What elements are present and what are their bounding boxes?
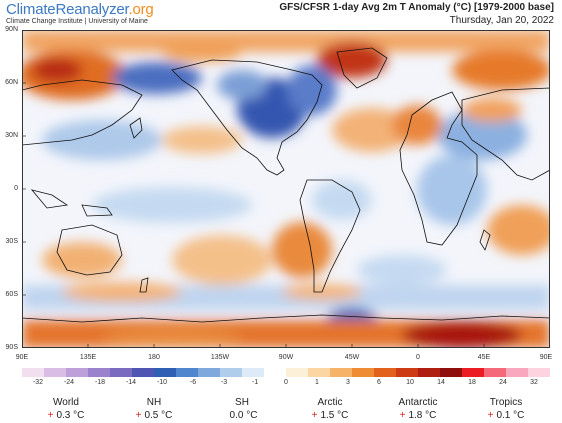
colorbar-tick-label: 6 bbox=[377, 379, 381, 386]
colorbar-swatch bbox=[396, 368, 418, 377]
colorbar-swatch bbox=[220, 368, 242, 377]
stat-nh: NH +0.5 °C bbox=[110, 397, 198, 423]
stat-world: World +0.3 °C bbox=[22, 397, 110, 423]
lon-label: 135E bbox=[79, 354, 97, 361]
header: ClimateReanalyzer.org Climate Change Ins… bbox=[0, 0, 562, 30]
colorbar-tick-label: 24 bbox=[499, 379, 507, 386]
colorbar-swatch bbox=[418, 368, 440, 377]
colorbar-swatch bbox=[308, 368, 330, 377]
colorbar-tick-label: -32 bbox=[32, 379, 44, 386]
anomaly-field bbox=[22, 30, 550, 348]
stat-sign: + bbox=[135, 410, 142, 421]
map-title: GFS/CFSR 1-day Avg 2m T Anomaly (°C) [19… bbox=[279, 2, 554, 13]
stat-value: 0.1 °C bbox=[496, 410, 525, 421]
lat-label: 0 bbox=[14, 185, 18, 192]
lon-label: 135W bbox=[210, 354, 230, 361]
site-logo[interactable]: ClimateReanalyzer.org bbox=[6, 1, 154, 18]
temperature-anomaly-map[interactable] bbox=[22, 30, 550, 348]
stat-name: World bbox=[53, 397, 79, 408]
lat-label: 60N bbox=[5, 79, 18, 86]
colorbar-swatch bbox=[110, 368, 132, 377]
stat-name: Tropics bbox=[489, 397, 523, 408]
stat-value: 0.5 °C bbox=[144, 410, 173, 421]
colorbar-swatch bbox=[198, 368, 220, 377]
colorbar-swatch bbox=[132, 368, 154, 377]
lon-label: 90W bbox=[278, 354, 294, 361]
colorbar-swatch bbox=[440, 368, 462, 377]
lon-label: 45E bbox=[477, 354, 491, 361]
stat-sign: + bbox=[487, 410, 494, 421]
stat-value: 1.5 °C bbox=[320, 410, 349, 421]
lat-label: 30S bbox=[5, 238, 18, 245]
colorbar-tick-label: 0 bbox=[284, 379, 288, 386]
colorbar-swatch bbox=[176, 368, 198, 377]
colorbar-swatch bbox=[484, 368, 506, 377]
coastlines bbox=[22, 47, 550, 323]
colorbar-swatch bbox=[374, 368, 396, 377]
colorbar-swatch bbox=[264, 368, 286, 377]
colorbar-tick-label: 14 bbox=[437, 379, 445, 386]
colorbar-tick-label: 32 bbox=[530, 379, 538, 386]
regional-stats: World +0.3 °C NH +0.5 °C SH 0.0 °C Arcti… bbox=[22, 397, 550, 423]
logo-subtitle: Climate Change Institute | University of… bbox=[6, 18, 148, 25]
lat-label: 90N bbox=[5, 26, 18, 33]
lon-label: 45W bbox=[344, 354, 360, 361]
colorbar-tick-label: -1 bbox=[251, 379, 259, 386]
colorbar-swatch bbox=[352, 368, 374, 377]
stat-sh: SH 0.0 °C bbox=[198, 397, 286, 423]
lon-label: 0 bbox=[416, 354, 420, 361]
stat-sign: + bbox=[311, 410, 318, 421]
colorbar-tick-label: -18 bbox=[94, 379, 106, 386]
stat-name: Antarctic bbox=[398, 397, 438, 408]
stat-value: 1.8 °C bbox=[408, 410, 437, 421]
colorbar-tick-label: -24 bbox=[63, 379, 75, 386]
colorbar-labels: -32 -24 -18 -14 -10 -6 -3 -1 0 1 3 6 10 14 18 24 32 bbox=[22, 379, 550, 389]
colorbar-tick-label: 10 bbox=[406, 379, 414, 386]
lon-label: 90E bbox=[15, 354, 29, 361]
stat-antarctic: Antarctic +1.8 °C bbox=[374, 397, 462, 423]
stat-arctic: Arctic +1.5 °C bbox=[286, 397, 374, 423]
map-date: Thursday, Jan 20, 2022 bbox=[449, 15, 554, 26]
colorbar-swatch bbox=[22, 368, 44, 377]
colorbar-swatch bbox=[242, 368, 264, 377]
colorbar-tick-label: 3 bbox=[346, 379, 350, 386]
colorbar-swatch bbox=[44, 368, 66, 377]
stat-name: SH bbox=[235, 397, 249, 408]
stat-sign: + bbox=[399, 410, 406, 421]
lon-label: 90E bbox=[539, 354, 553, 361]
map-frame bbox=[22, 30, 550, 348]
stat-name: NH bbox=[146, 397, 162, 408]
lat-label: 60S bbox=[5, 291, 18, 298]
colorbar-swatch bbox=[528, 368, 550, 377]
stat-name: Arctic bbox=[317, 397, 343, 408]
stat-tropics: Tropics +0.1 °C bbox=[462, 397, 550, 423]
colorbar-swatch bbox=[88, 368, 110, 377]
colorbar-swatch bbox=[154, 368, 176, 377]
stat-sign: + bbox=[47, 410, 54, 421]
colorbar-tick-label: -10 bbox=[156, 379, 168, 386]
colorbar-swatch bbox=[286, 368, 308, 377]
colorbar-tick-label: -14 bbox=[125, 379, 137, 386]
lon-label: 180 bbox=[148, 354, 160, 361]
lat-label: 30N bbox=[5, 132, 18, 139]
colorbar-swatch bbox=[330, 368, 352, 377]
stat-value: 0.0 °C bbox=[229, 410, 258, 421]
colorbar-tick-label: 18 bbox=[468, 379, 476, 386]
colorbar-swatch bbox=[66, 368, 88, 377]
stat-value: 0.3 °C bbox=[56, 410, 85, 421]
colorbar-swatch bbox=[462, 368, 484, 377]
colorbar-tick-label: -3 bbox=[220, 379, 228, 386]
colorbar-tick-label: -6 bbox=[189, 379, 197, 386]
colorbar-swatch bbox=[506, 368, 528, 377]
lat-label: 90S bbox=[5, 344, 18, 351]
colorbar bbox=[22, 368, 550, 377]
colorbar-tick-label: 1 bbox=[315, 379, 319, 386]
